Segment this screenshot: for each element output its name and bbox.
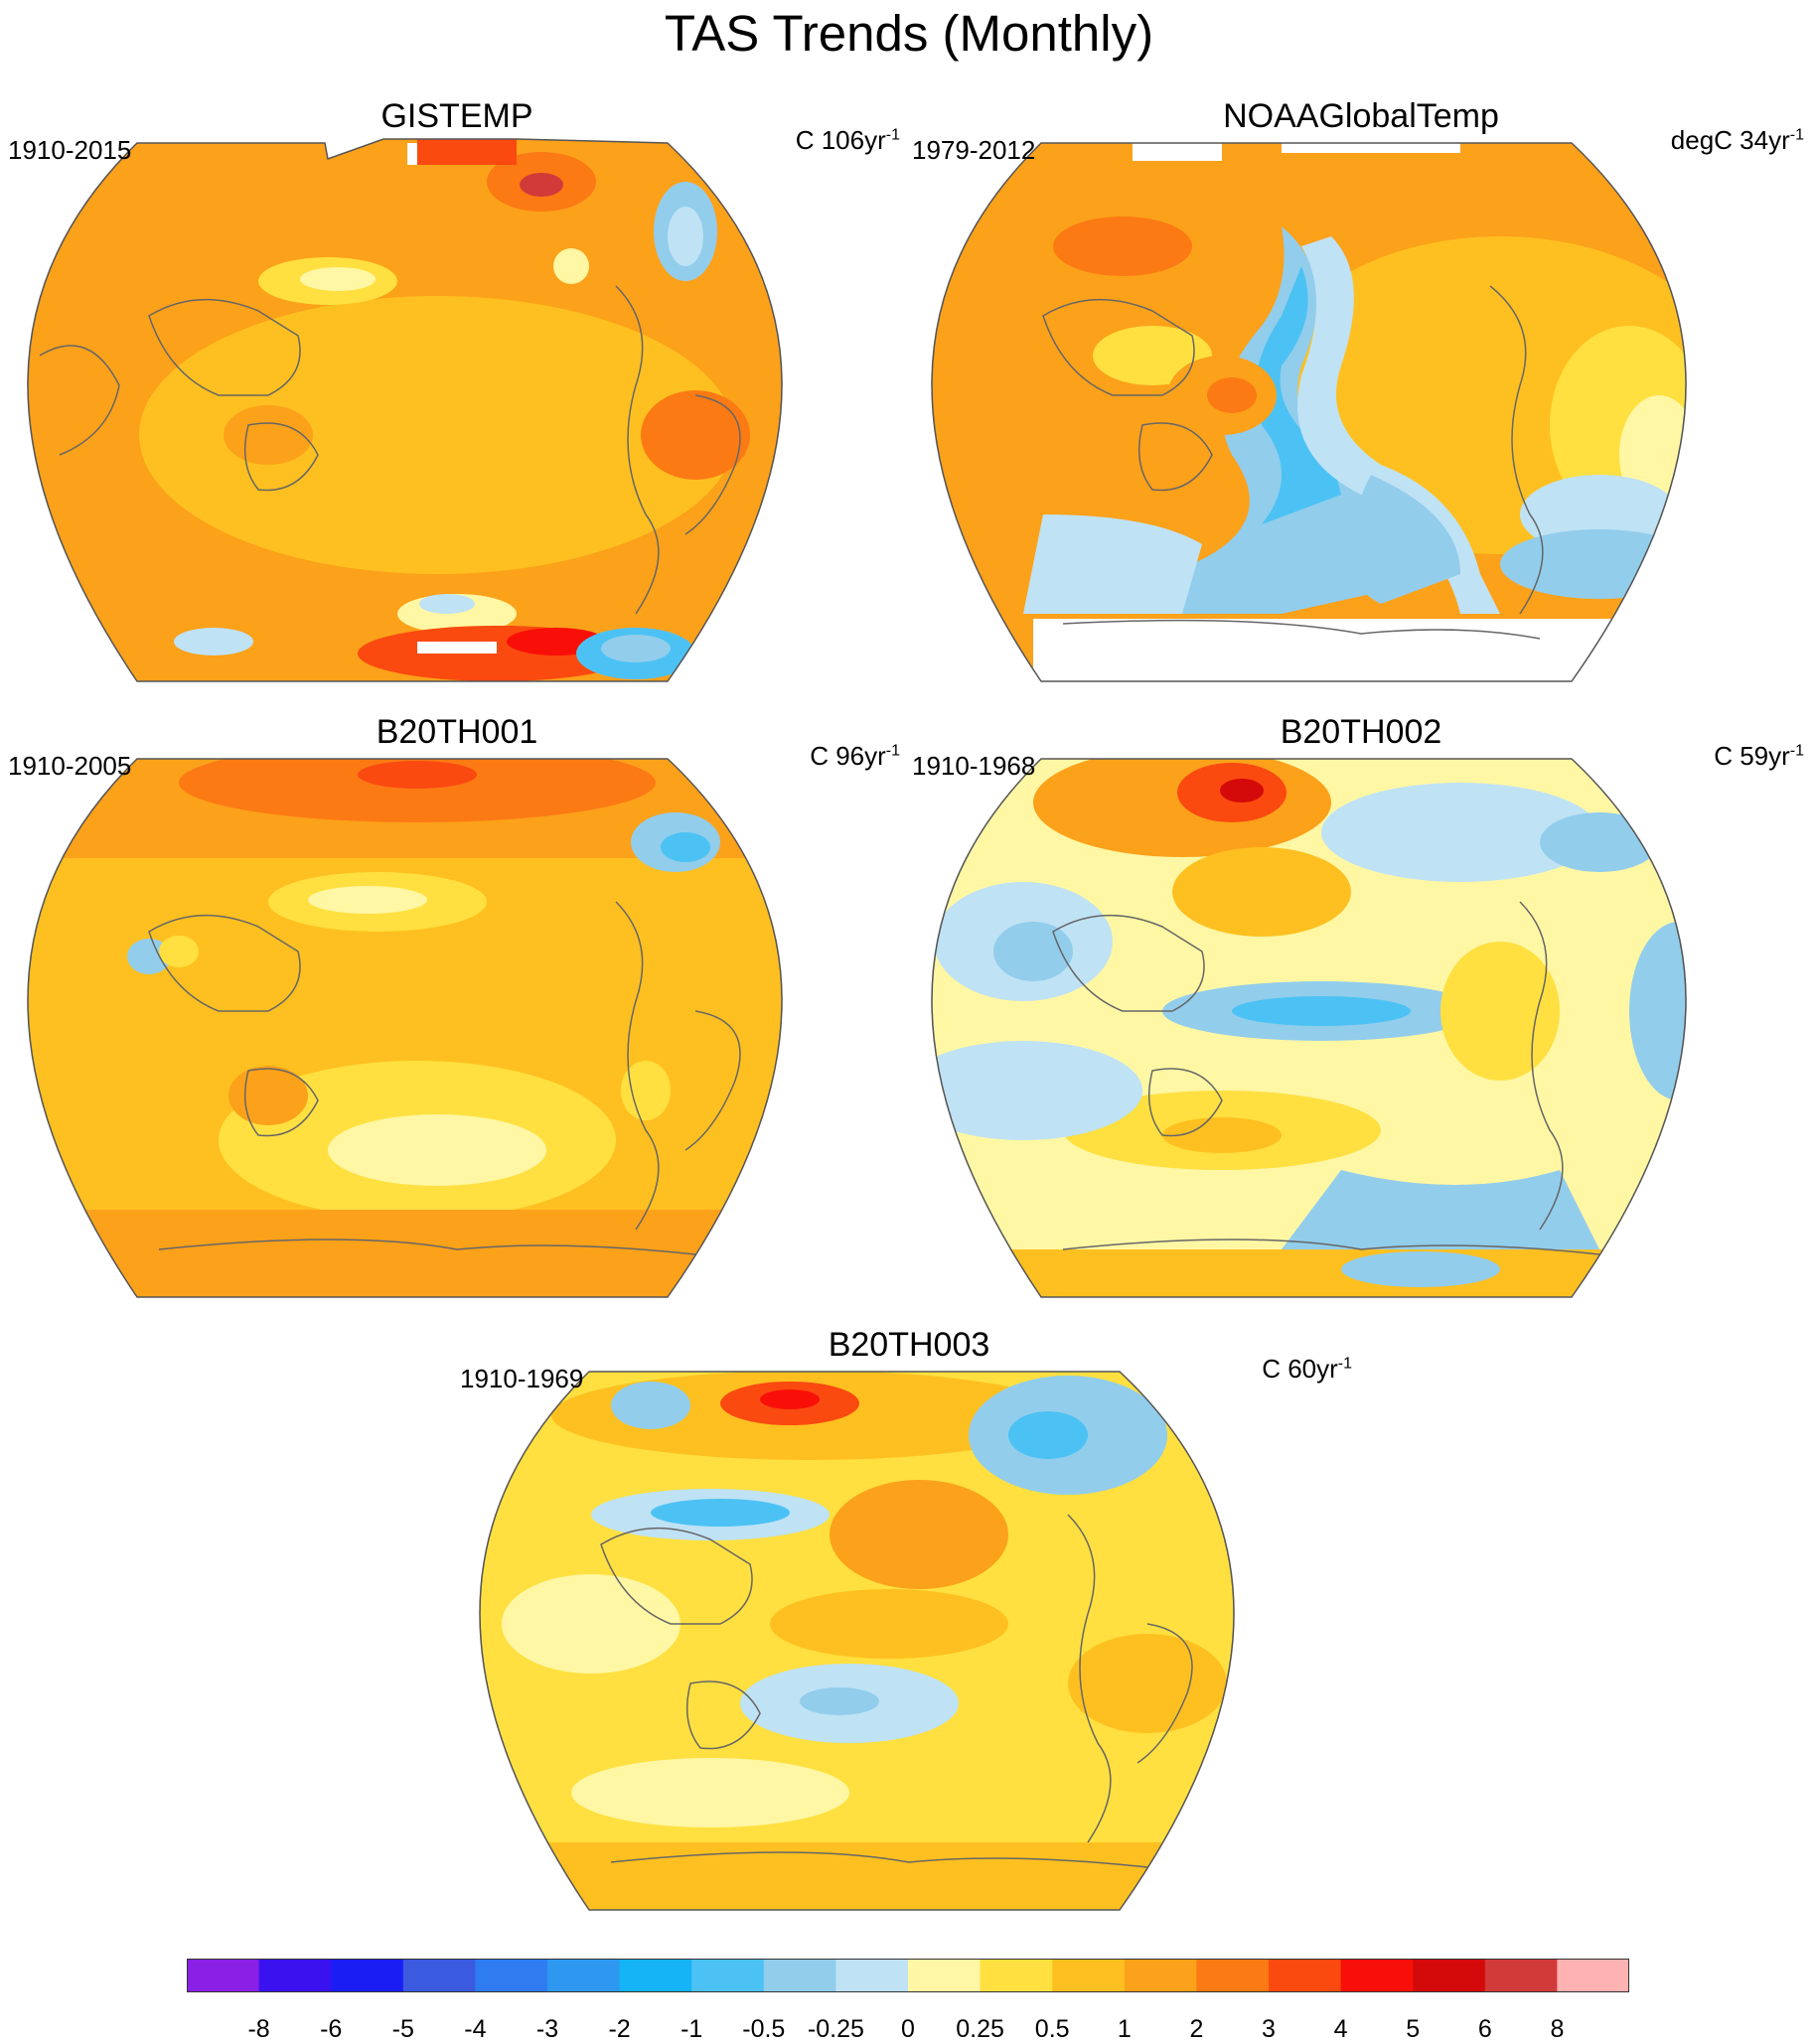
colorbar-tick-label: 1 xyxy=(1117,2015,1132,2043)
colorbar-swatch xyxy=(908,1959,982,1992)
panel-title: B20TH002 xyxy=(1280,713,1442,751)
figure-title: TAS Trends (Monthly) xyxy=(664,5,1154,62)
colorbar-swatch xyxy=(1124,1959,1197,1992)
panel-units: C 60yr-1 xyxy=(1262,1354,1352,1384)
colorbar-tick-label: -5 xyxy=(391,2015,414,2043)
map-gistemp xyxy=(27,138,783,682)
panel-period: 1910-2005 xyxy=(8,751,132,781)
colorbar-swatch xyxy=(1269,1959,1342,1992)
colorbar-swatch xyxy=(331,1959,404,1992)
colorbar-tick-label: 5 xyxy=(1406,2015,1421,2043)
colorbar-swatch xyxy=(1413,1959,1486,1992)
panel-period: 1979-2012 xyxy=(912,135,1036,165)
colorbar-swatch xyxy=(691,1959,765,1992)
panel-units: C 96yr-1 xyxy=(810,741,900,771)
colorbar-swatch xyxy=(1340,1959,1414,1992)
colorbar-swatch xyxy=(402,1959,476,1992)
panel-title: B20TH003 xyxy=(828,1326,990,1364)
colorbar-swatch xyxy=(1052,1959,1126,1992)
panel-b20th002: B20TH002 1910-1968 C 59yr-1 xyxy=(904,713,1818,1329)
colorbar-tick-label: 0.25 xyxy=(956,2015,1004,2043)
colorbar-tick-label: 8 xyxy=(1550,2015,1565,2043)
colorbar-swatch xyxy=(258,1959,332,1992)
map-b20th002 xyxy=(931,758,1687,1298)
colorbar-tick-label: -0.5 xyxy=(742,2015,786,2043)
colorbar-swatch xyxy=(619,1959,692,1992)
panel-gistemp: GISTEMP 1910-2015 C 106yr-1 xyxy=(0,97,914,713)
panel-units: C 59yr-1 xyxy=(1714,741,1804,771)
colorbar-swatch xyxy=(980,1959,1053,1992)
panel-b20th003: B20TH003 1910-1969 C 60yr-1 xyxy=(452,1326,1366,1942)
colorbar-swatch xyxy=(1484,1959,1558,1992)
panel-period: 1910-1968 xyxy=(912,751,1036,781)
map-b20th001 xyxy=(27,758,783,1298)
colorbar-tick-label: 2 xyxy=(1189,2015,1204,2043)
colorbar-tick-label: 0.5 xyxy=(1034,2015,1070,2043)
panel-units: C 106yr-1 xyxy=(795,125,900,155)
panel-noaa: NOAAGlobalTemp 1979-2012 degC 34yr-1 xyxy=(904,97,1818,713)
colorbar-swatch xyxy=(187,1959,260,1992)
colorbar-swatch xyxy=(1557,1959,1629,1992)
colorbar-tick-label: -3 xyxy=(535,2015,559,2043)
panel-title: NOAAGlobalTemp xyxy=(1223,97,1499,135)
map-noaa xyxy=(931,142,1687,682)
colorbar xyxy=(187,1959,1629,1992)
colorbar-swatch xyxy=(763,1959,836,1992)
colorbar-tick-label: -2 xyxy=(608,2015,631,2043)
colorbar-tick-label: 3 xyxy=(1262,2015,1276,2043)
colorbar-tick-label: -6 xyxy=(320,2015,343,2043)
colorbar-tick-label: -8 xyxy=(247,2015,270,2043)
colorbar-tick-label: 6 xyxy=(1477,2015,1492,2043)
panel-period: 1910-2015 xyxy=(8,135,132,165)
colorbar-swatch xyxy=(1196,1959,1270,1992)
colorbar-tick-label: -1 xyxy=(681,2015,703,2043)
colorbar-tick-label: -4 xyxy=(464,2015,487,2043)
panel-b20th001: B20TH001 1910-2005 C 96yr-1 xyxy=(0,713,914,1329)
colorbar-swatch xyxy=(547,1959,621,1992)
colorbar-tick-label: 4 xyxy=(1333,2015,1348,2043)
panel-title: B20TH001 xyxy=(376,713,538,751)
panel-period: 1910-1969 xyxy=(460,1364,584,1393)
colorbar-tick-label: -0.25 xyxy=(807,2015,864,2043)
map-b20th003 xyxy=(479,1371,1235,1911)
colorbar-swatch xyxy=(475,1959,548,1992)
colorbar-outline xyxy=(187,1959,1629,1992)
panel-units: degC 34yr-1 xyxy=(1670,125,1804,155)
colorbar-tick-label: 0 xyxy=(901,2015,915,2043)
panel-title: GISTEMP xyxy=(380,97,533,135)
colorbar-swatch xyxy=(835,1959,909,1992)
